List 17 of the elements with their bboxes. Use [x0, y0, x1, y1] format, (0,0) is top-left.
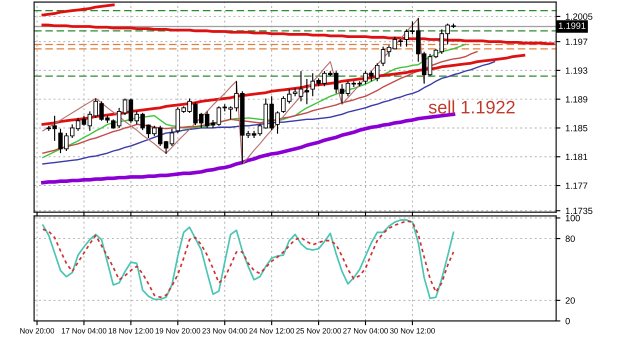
- y-tick-label: 1.193: [566, 67, 588, 74]
- line-series: [42, 4, 115, 16]
- y-tick-label: 1.197: [566, 38, 588, 45]
- y-tick-label: 100: [566, 214, 580, 222]
- y-tick-label: 20: [566, 297, 575, 304]
- y-tick-label: 1.177: [566, 182, 588, 189]
- y-tick-label: 1.1735: [566, 208, 592, 214]
- ref-line-label: 1.1991: [558, 22, 586, 29]
- line-series: [41, 112, 456, 184]
- y-tick-label: 1.189: [566, 96, 588, 103]
- y-tick-label: 1.181: [566, 154, 588, 160]
- y-tick-label: 0: [566, 318, 570, 324]
- y-tick-label: 80: [566, 236, 575, 242]
- annotation: sell 1.1922: [428, 100, 515, 114]
- y-tick-label: 1.185: [566, 124, 588, 132]
- y-tick-label: 1.2005: [566, 13, 592, 20]
- line-series: [42, 18, 425, 165]
